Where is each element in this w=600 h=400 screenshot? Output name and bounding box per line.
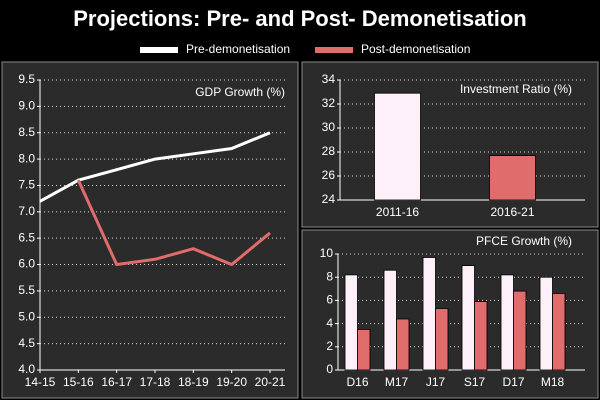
y-tick-label: 2 xyxy=(326,339,333,353)
bar xyxy=(357,328,371,371)
y-tick-label: 7.5 xyxy=(18,178,35,192)
x-tick-label: 19-20 xyxy=(216,375,247,389)
y-tick-label: 6 xyxy=(326,293,333,307)
bar xyxy=(396,318,410,371)
chart-title: Projections: Pre- and Post- Demonetisati… xyxy=(73,6,527,31)
x-tick-label: D17 xyxy=(502,375,524,389)
y-tick-label: 6.0 xyxy=(18,257,35,271)
y-tick-label: 30 xyxy=(322,120,336,134)
y-tick-label: 9.0 xyxy=(18,99,35,113)
y-tick-label: 8.0 xyxy=(18,151,35,165)
y-tick-label: 0 xyxy=(326,362,333,376)
bar xyxy=(500,274,514,371)
y-tick-label: 6.5 xyxy=(18,230,35,244)
y-tick-label: 9.5 xyxy=(18,72,35,86)
panel xyxy=(1,61,299,399)
y-tick-label: 10 xyxy=(320,246,334,260)
bar xyxy=(474,301,488,371)
y-tick-label: 28 xyxy=(322,144,336,158)
y-tick-label: 4.5 xyxy=(18,336,35,350)
bar xyxy=(461,265,475,371)
x-tick-label: 2011-16 xyxy=(376,205,419,219)
y-tick-label: 32 xyxy=(322,96,336,110)
y-tick-label: 5.0 xyxy=(18,309,35,323)
bar xyxy=(344,274,358,371)
panel-title: GDP Growth (%) xyxy=(195,85,285,99)
bar xyxy=(489,155,536,201)
bar xyxy=(422,257,436,371)
x-tick-label: 20-21 xyxy=(255,375,286,389)
x-tick-label: 14-15 xyxy=(25,375,56,389)
panel-title: Investment Ratio (%) xyxy=(460,82,572,96)
bar xyxy=(513,290,527,371)
x-tick-label: 16-17 xyxy=(101,375,132,389)
y-tick-label: 4.0 xyxy=(18,362,35,376)
bar xyxy=(383,269,397,371)
y-tick-label: 26 xyxy=(322,168,336,182)
x-tick-label: 17-18 xyxy=(140,375,171,389)
line-series xyxy=(76,179,271,267)
x-tick-label: D16 xyxy=(346,375,368,389)
y-tick-label: 24 xyxy=(322,192,336,206)
legend-label: Pre-demonetisation xyxy=(186,42,290,56)
bar xyxy=(374,92,421,201)
bar xyxy=(552,293,566,371)
x-tick-label: 15-16 xyxy=(63,375,94,389)
y-tick-label: 8.5 xyxy=(18,125,35,139)
x-tick-label: 2016-21 xyxy=(490,205,534,219)
y-tick-label: 34 xyxy=(322,72,336,86)
x-tick-label: S17 xyxy=(464,375,486,389)
y-tick-label: 8 xyxy=(326,269,333,283)
y-tick-label: 5.5 xyxy=(18,283,35,297)
x-tick-label: M17 xyxy=(385,375,409,389)
x-tick-label: J17 xyxy=(426,375,446,389)
bar xyxy=(539,276,553,371)
x-tick-label: M18 xyxy=(541,375,565,389)
bar xyxy=(435,308,449,371)
panel-title: PFCE Growth (%) xyxy=(476,234,572,248)
y-tick-label: 4 xyxy=(326,316,333,330)
legend-label: Post-demonetisation xyxy=(361,42,470,56)
x-tick-label: 18-19 xyxy=(178,375,209,389)
y-tick-label: 7.0 xyxy=(18,204,35,218)
